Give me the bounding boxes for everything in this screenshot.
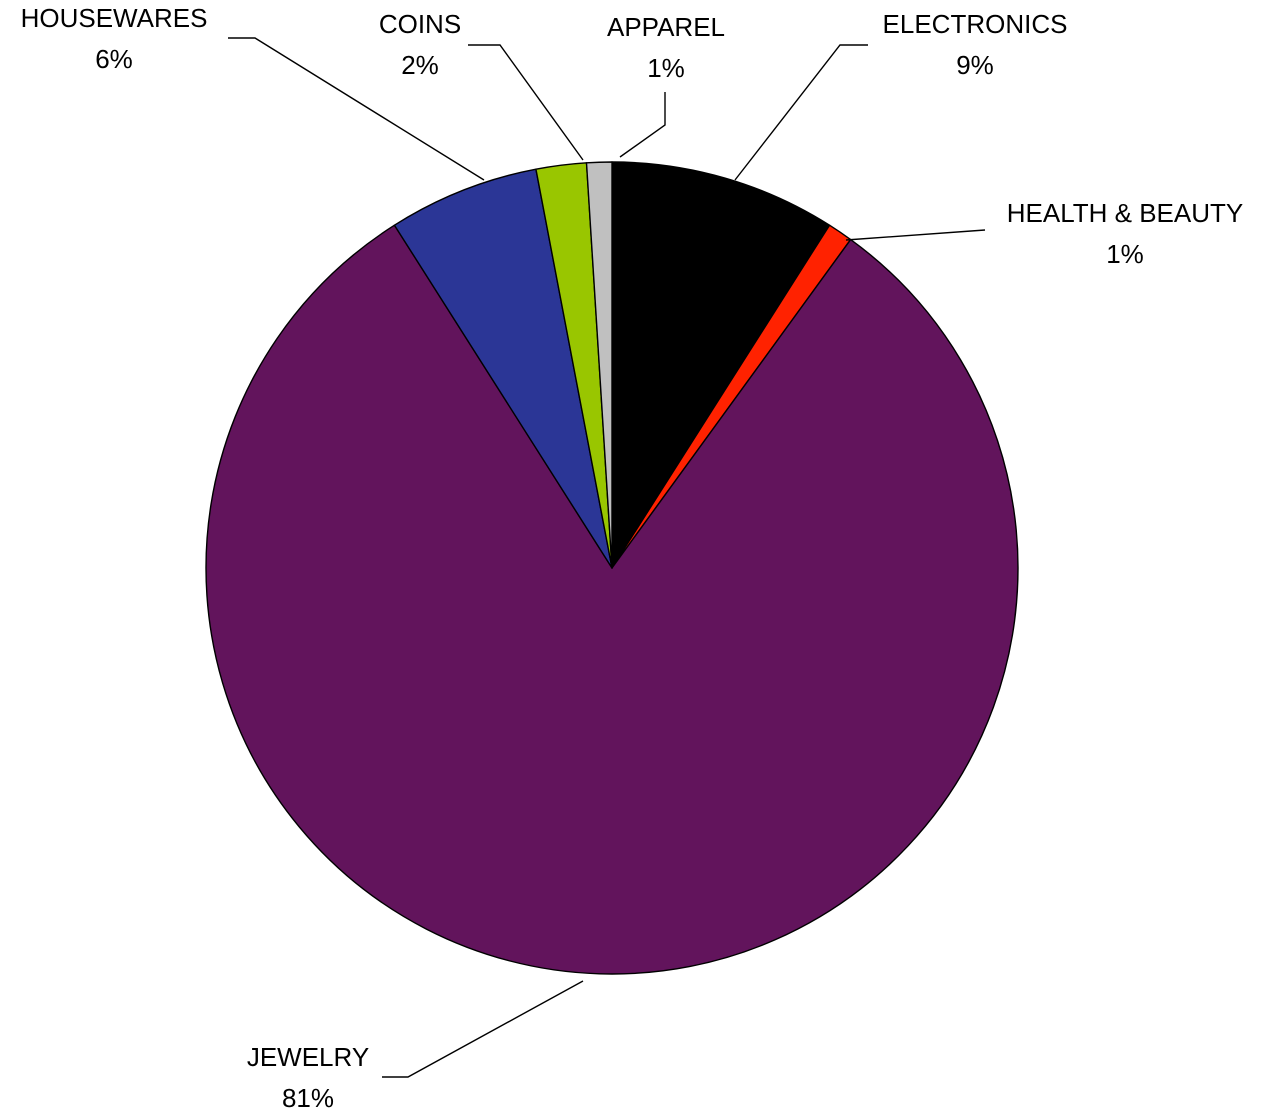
slice-percent-coins: 2%	[401, 50, 439, 80]
slice-label-jewelry: JEWELRY	[247, 1042, 369, 1072]
slice-percent-jewelry: 81%	[282, 1083, 334, 1110]
leader-line-housewares	[228, 37, 485, 181]
slice-labels: ELECTRONICS 9% HEALTH & BEAUTY 1% JEWELRY 81%…	[21, 3, 1244, 1110]
leader-lines	[228, 37, 986, 1078]
slice-percent-housewares: 6%	[95, 44, 133, 74]
slice-percent-health-and-beauty: 1%	[1106, 239, 1144, 269]
pie-slice-apparel	[585, 161, 613, 569]
leader-line-coins	[468, 44, 584, 161]
slice-percent-apparel: 1%	[647, 53, 685, 83]
pie-slice-housewares	[393, 168, 613, 569]
leader-line-electronics	[734, 44, 868, 181]
slice-label-coins: COINS	[379, 9, 461, 39]
leader-line-health-and-beauty	[845, 229, 986, 241]
slice-label-apparel: APPAREL	[607, 12, 725, 42]
slice-label-health-and-beauty: HEALTH & BEAUTY	[1007, 198, 1243, 228]
pie-slices	[205, 161, 1019, 975]
pie-slice-electronics	[611, 161, 831, 569]
slice-label-housewares: HOUSEWARES	[21, 3, 208, 33]
slice-percent-electronics: 9%	[956, 50, 994, 80]
pie-slice-jewelry	[205, 224, 1019, 975]
leader-line-apparel	[619, 92, 666, 158]
leader-line-jewelry	[382, 980, 584, 1078]
slice-label-electronics: ELECTRONICS	[883, 9, 1068, 39]
